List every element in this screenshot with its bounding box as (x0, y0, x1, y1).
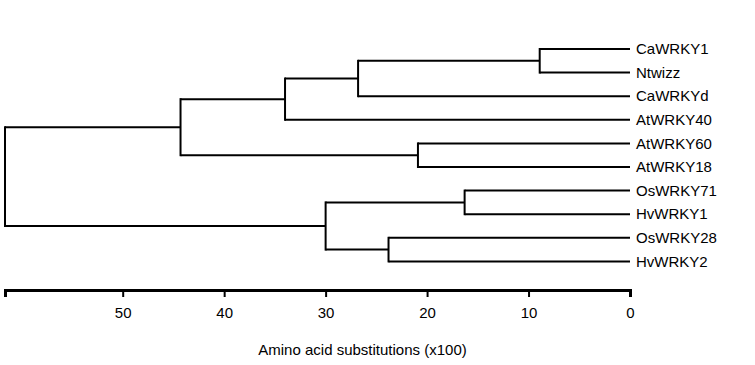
branch (285, 78, 358, 80)
node-connector (357, 60, 359, 97)
node-connector (284, 78, 286, 121)
tick-mark (122, 290, 124, 297)
leaf-label: CaWRKYd (636, 87, 709, 104)
branch (540, 72, 630, 74)
tick-mark (224, 290, 226, 297)
tick: 0 (626, 290, 634, 321)
tick-label: 10 (521, 304, 538, 321)
node-connector (4, 126, 6, 227)
branch (358, 60, 540, 62)
branch (326, 249, 389, 251)
leaf-label: OsWRKY28 (636, 229, 717, 246)
branch (389, 260, 630, 262)
branch (540, 48, 630, 50)
leaf-label: CaWRKY1 (636, 40, 709, 57)
tick: 40 (216, 290, 233, 321)
branch (389, 237, 630, 239)
chart: CaWRKY1 Ntwizz CaWRKYd AtWRKY40 AtWRKY60 AtWR… (0, 0, 755, 365)
branch (418, 166, 630, 168)
leaf-label: AtWRKY60 (636, 135, 712, 152)
leaf-label: AtWRKY40 (636, 111, 712, 128)
leaf-label: Ntwizz (636, 64, 680, 81)
node-connector (417, 142, 419, 168)
tick-label: 20 (419, 304, 436, 321)
tick: 20 (419, 290, 436, 321)
tick-label: 50 (115, 304, 132, 321)
node-connector (464, 190, 466, 216)
node-connector (539, 48, 541, 74)
axis-line (6, 291, 631, 298)
node-connector (180, 98, 182, 156)
tick-label: 40 (216, 304, 233, 321)
tick-label: 30 (318, 304, 335, 321)
tick-mark (427, 290, 429, 297)
leaf-label: AtWRKY18 (636, 158, 712, 175)
branch (465, 213, 630, 215)
x-axis: 0 10 20 30 40 50 (6, 290, 635, 321)
node-connector (325, 201, 327, 250)
node-connector (388, 237, 390, 263)
leaf-label: HvWRKY2 (636, 253, 708, 270)
tick-label: 0 (626, 304, 634, 321)
branch (5, 126, 181, 128)
branch (181, 98, 286, 100)
branch (418, 142, 630, 144)
tick-mark (528, 290, 530, 297)
x-axis-title: Amino acid substitutions (x100) (258, 341, 466, 358)
branch (465, 190, 630, 192)
branch (181, 154, 418, 156)
tick: 10 (521, 290, 538, 321)
tick-mark (325, 290, 327, 297)
branch (5, 225, 326, 227)
tick: 50 (115, 290, 132, 321)
tick-mark (630, 290, 632, 297)
branch (326, 201, 465, 203)
tree (5, 48, 630, 262)
branch (285, 119, 630, 121)
tick: 30 (318, 290, 335, 321)
branch (358, 95, 630, 97)
leaf-label: OsWRKY71 (636, 182, 717, 199)
leaf-label: HvWRKY1 (636, 205, 708, 222)
